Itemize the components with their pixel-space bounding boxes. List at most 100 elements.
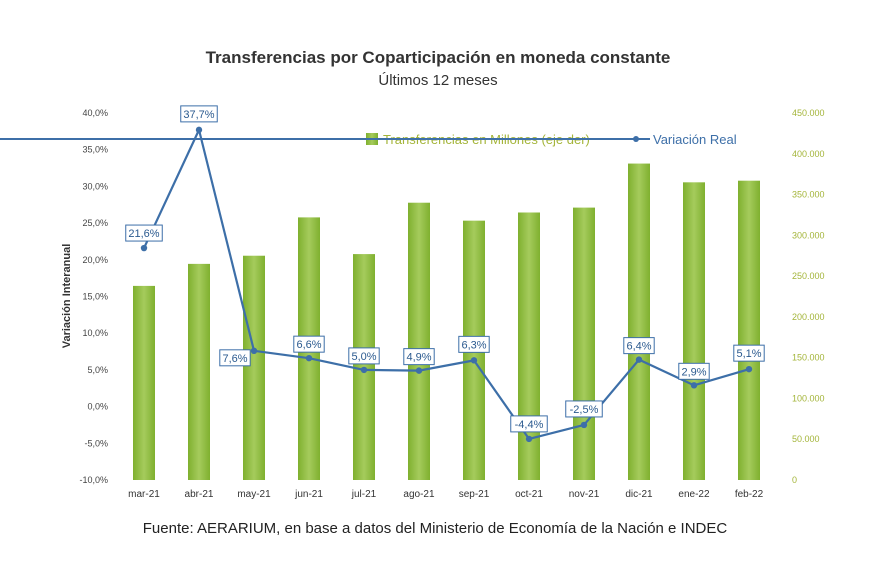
line-point-oct-21 <box>525 435 533 443</box>
bar-oct-21 <box>518 212 540 480</box>
data-label-text: -2,5% <box>570 404 599 416</box>
data-label-oct-21: -4,4% <box>510 415 548 433</box>
chart-title: Transferencias por Coparticipación en mo… <box>205 48 671 67</box>
data-label-box <box>293 335 325 353</box>
x-tick-oct-21: oct-21 <box>515 489 543 500</box>
data-label-text: 5,0% <box>351 351 376 363</box>
y-tick-right: 200.000 <box>792 312 825 322</box>
data-label-text: 6,6% <box>296 339 321 351</box>
data-label-text: 6,4% <box>626 341 651 353</box>
x-tick-sep-21: sep-21 <box>459 489 490 500</box>
x-tick-feb-22: feb-22 <box>735 489 764 500</box>
y-tick-left: 0,0% <box>87 402 108 412</box>
chart-source: Fuente: AERARIUM, en base a datos del Mi… <box>142 520 728 537</box>
data-label-text: 7,6% <box>222 353 247 365</box>
y-tick-right: 450.000 <box>792 108 825 118</box>
data-label-text: 21,6% <box>128 228 159 240</box>
data-label-box <box>733 344 765 362</box>
x-tick-ago-21: ago-21 <box>403 489 435 500</box>
y-tick-left: 25,0% <box>82 218 108 228</box>
y-tick-right: 0 <box>792 475 797 485</box>
legend-line-label: Variación Real <box>653 132 737 147</box>
legend: Transferencias en Millones (eje der) Var… <box>0 132 737 147</box>
y-tick-right: 50.000 <box>792 434 820 444</box>
line-point-ago-21 <box>415 367 423 374</box>
y-tick-right: 250.000 <box>792 271 825 281</box>
data-label-box <box>348 347 380 365</box>
bar-ago-21 <box>408 202 430 480</box>
line-point-mar-21 <box>140 244 148 252</box>
data-label-text: 37,7% <box>183 109 214 121</box>
line-point-sep-21 <box>470 357 478 364</box>
x-tick-dic-21: dic-21 <box>625 489 653 500</box>
data-label-text: -4,4% <box>515 419 544 431</box>
line-layer: 21,6% 37,7% 7,6% 6,6% 5,0% 4,9% 6,3% -4,4% -2,5%… <box>125 105 765 443</box>
bar-abr-21 <box>188 263 210 480</box>
data-label-box <box>678 362 710 380</box>
data-label-sep-21: 6,3% <box>458 335 490 353</box>
line-point-nov-21 <box>580 421 588 429</box>
bar-feb-22 <box>738 180 760 481</box>
x-tick-ene-22: ene-22 <box>678 489 710 500</box>
y-tick-right: 300.000 <box>792 230 825 240</box>
bar-nov-21 <box>573 207 595 481</box>
data-label-jul-21: 5,0% <box>348 347 380 365</box>
bar-dic-21 <box>628 163 650 480</box>
x-tick-nov-21: nov-21 <box>569 489 600 500</box>
data-label-box <box>180 105 218 123</box>
data-label-text: 5,1% <box>736 348 761 360</box>
data-label-mar-21: 21,6% <box>125 224 163 242</box>
bar-ene-22 <box>683 182 705 481</box>
y-tick-left: 10,0% <box>82 328 108 338</box>
axis-layer: 40,0% 35,0% 30,0% 25,0% 20,0% 15,0% 10,0% 5,0% 0… <box>61 108 825 500</box>
data-label-ene-22: 2,9% <box>678 362 710 380</box>
y-tick-left: 15,0% <box>82 292 108 302</box>
data-label-box <box>219 349 251 367</box>
y-tick-right: 400.000 <box>792 149 825 159</box>
data-label-ago-21: 4,9% <box>403 348 435 366</box>
y-tick-right: 150.000 <box>792 353 825 363</box>
y-tick-right: 350.000 <box>792 190 825 200</box>
y-axis-label: Variación Interanual <box>61 244 73 349</box>
y-tick-left: 40,0% <box>82 108 108 118</box>
data-label-text: 2,9% <box>681 366 706 378</box>
data-label-jun-21: 6,6% <box>293 335 325 353</box>
data-label-feb-22: 5,1% <box>733 344 765 362</box>
chart-canvas: 21,6% 37,7% 7,6% 6,6% 5,0% 4,9% 6,3% -4,4% -2,5%… <box>0 105 825 500</box>
data-label-nov-21: -2,5% <box>565 400 603 418</box>
line-point-ene-22 <box>690 382 698 389</box>
data-label-text: 4,9% <box>406 352 431 364</box>
y-tick-left: 35,0% <box>82 145 108 155</box>
x-tick-jun-21: jun-21 <box>294 489 323 500</box>
y-tick-right: 100.000 <box>792 393 825 403</box>
line-point-abr-21 <box>195 126 203 134</box>
legend-line-marker <box>633 136 639 142</box>
line-point-may-21 <box>250 347 258 355</box>
data-label-box <box>403 348 435 366</box>
y-tick-left: -10,0% <box>79 475 108 485</box>
y-tick-left: -5,0% <box>84 438 108 448</box>
data-label-box <box>623 337 655 355</box>
line-point-dic-21 <box>635 356 643 363</box>
data-label-text: 6,3% <box>461 339 486 351</box>
chart-subtitle: Últimos 12 meses <box>378 72 498 89</box>
x-tick-jul-21: jul-21 <box>351 489 377 500</box>
data-label-abr-21: 37,7% <box>180 105 218 123</box>
x-tick-abr-21: abr-21 <box>185 489 214 500</box>
x-tick-mar-21: mar-21 <box>128 489 160 500</box>
y-tick-left: 30,0% <box>82 181 108 191</box>
y-tick-left: 20,0% <box>82 255 108 265</box>
y-tick-left: 5,0% <box>87 365 108 375</box>
bar-mar-21 <box>133 285 155 480</box>
variacion-real-line <box>143 128 750 440</box>
line-point-feb-22 <box>745 365 753 373</box>
data-label-box <box>510 415 548 433</box>
x-tick-may-21: may-21 <box>237 489 271 500</box>
line-point-jul-21 <box>360 366 368 374</box>
bars-layer <box>133 163 760 481</box>
bar-may-21 <box>243 255 265 480</box>
data-label-box <box>565 400 603 418</box>
line-point-jun-21 <box>305 354 313 362</box>
data-label-dic-21: 6,4% <box>623 337 655 355</box>
data-label-box <box>125 224 163 242</box>
